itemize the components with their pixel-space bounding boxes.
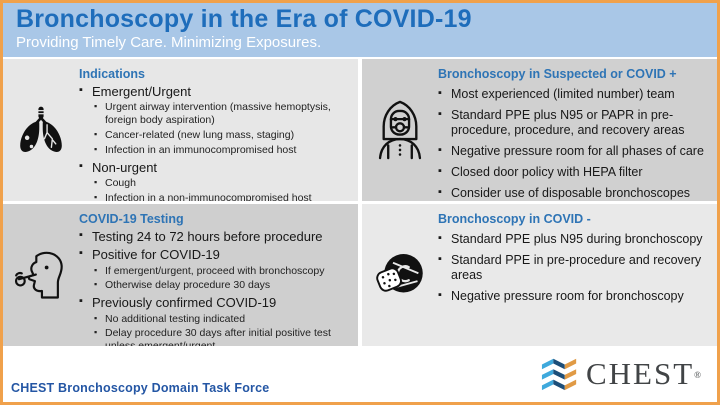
panel-indications: Indications Emergent/Urgent Urgent airwa…: [3, 59, 358, 201]
chest-logo: CHEST ®: [541, 355, 701, 391]
panel-covid-negative: Bronchoscopy in COVID - Standard PPE plu…: [362, 204, 717, 346]
chest-logo-mark: [541, 358, 577, 391]
chest-logo-text: CHEST: [585, 355, 695, 391]
list-item: If emergent/urgent, proceed with broncho…: [94, 265, 348, 278]
footer: CHEST Bronchoscopy Domain Task Force CHE…: [3, 346, 717, 402]
panel-covid-testing: COVID-19 Testing Testing 24 to 72 hours …: [3, 204, 358, 346]
section-title-negative: Bronchoscopy in COVID -: [438, 212, 591, 226]
list-item: Otherwise delay procedure 30 days: [94, 279, 348, 292]
list-item: Urgent airway intervention (massive hemo…: [94, 101, 348, 127]
list-item: Testing 24 to 72 hours before procedure: [79, 229, 348, 244]
lungs-icon: [3, 59, 79, 201]
panel-suspected-covid-positive: Bronchoscopy in Suspected or COVID + Mos…: [362, 59, 717, 201]
list-item: Negative pressure room for bronchoscopy: [438, 289, 707, 304]
list-item: Negative pressure room for all phases of…: [438, 144, 707, 159]
task-force-credit: CHEST Bronchoscopy Domain Task Force: [11, 381, 270, 395]
list-item: Delay procedure 30 days after initial po…: [94, 327, 348, 346]
list-item: Previously confirmed COVID-19 No additio…: [79, 295, 348, 346]
section-title-suspected: Bronchoscopy in Suspected or COVID +: [438, 67, 677, 81]
n95-mask-icon: [362, 204, 438, 346]
nasal-swab-icon: [3, 204, 79, 346]
list-item: Infection in a non-immunocompromised hos…: [94, 192, 348, 201]
suspected-list: Most experienced (limited number) team S…: [438, 87, 707, 201]
ppe-suit-icon: [362, 59, 438, 201]
section-title-testing: COVID-19 Testing: [79, 212, 184, 226]
quadrant-grid: Indications Emergent/Urgent Urgent airwa…: [3, 59, 717, 346]
list-item: Non-urgent Cough Infection in a non-immu…: [79, 160, 348, 201]
page-title: Bronchoscopy in the Era of COVID-19: [16, 5, 472, 33]
indications-list: Emergent/Urgent Urgent airway interventi…: [79, 84, 348, 201]
list-item: Positive for COVID-19 If emergent/urgent…: [79, 247, 348, 292]
registered-mark: ®: [694, 370, 701, 380]
list-item: No additional testing indicated: [94, 313, 348, 326]
list-item: Consider use of disposable bronchoscopes: [438, 186, 707, 201]
list-item: Standard PPE plus N95 or PAPR in pre-pro…: [438, 108, 707, 138]
section-title-indications: Indications: [79, 67, 145, 81]
list-item: Emergent/Urgent Urgent airway interventi…: [79, 84, 348, 157]
negative-list: Standard PPE plus N95 during bronchoscop…: [438, 232, 707, 304]
list-item: Standard PPE plus N95 during bronchoscop…: [438, 232, 707, 247]
list-item: Cough: [94, 177, 348, 190]
list-item: Most experienced (limited number) team: [438, 87, 707, 102]
list-item: Infection in an immunocompromised host: [94, 144, 348, 157]
list-item: Cancer-related (new lung mass, staging): [94, 129, 348, 142]
page-subtitle: Providing Timely Care. Minimizing Exposu…: [16, 34, 322, 52]
testing-list: Testing 24 to 72 hours before procedure …: [79, 229, 348, 346]
list-item: Closed door policy with HEPA filter: [438, 165, 707, 180]
header-band: Bronchoscopy in the Era of COVID-19 Prov…: [3, 3, 717, 57]
list-item: Standard PPE in pre-procedure and recove…: [438, 253, 707, 283]
